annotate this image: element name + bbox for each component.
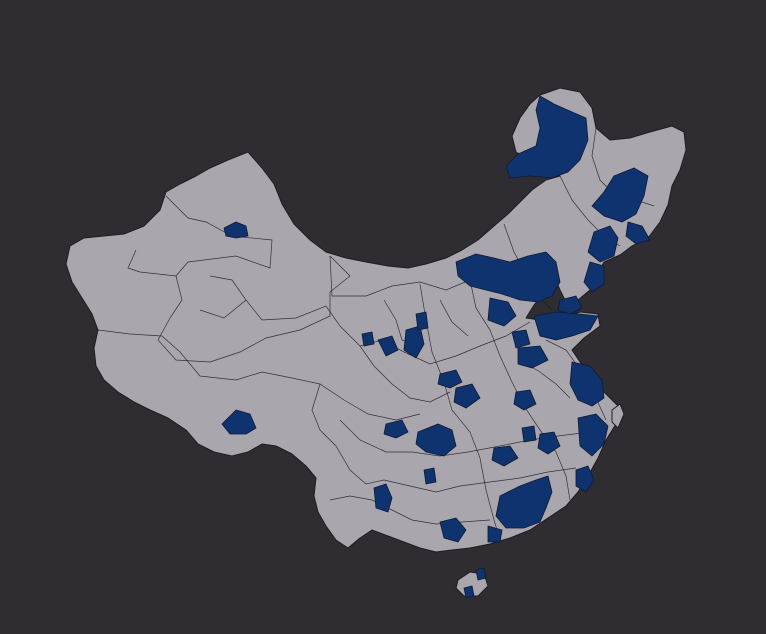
highlighted-regions	[221, 95, 651, 599]
highlight-gansu	[377, 335, 399, 357]
highlight-hong-kong	[475, 567, 487, 581]
highlight-henan	[517, 345, 549, 369]
highlight-hubei-2	[513, 389, 537, 411]
highlight-hainan	[463, 585, 475, 599]
highlight-liaoning	[557, 295, 583, 315]
highlight-zhejiang	[577, 413, 609, 457]
highlight-yunnan	[373, 483, 393, 513]
highlight-chongqing	[415, 423, 457, 457]
highlight-jiangxi	[537, 431, 561, 455]
highlight-hunan	[491, 445, 519, 467]
highlight-guangdong	[495, 475, 553, 529]
highlight-hunan-2	[521, 425, 537, 443]
highlight-hulunbuir	[505, 95, 589, 179]
highlight-sichuan	[383, 419, 409, 439]
highlight-shandong	[533, 311, 599, 341]
highlight-hebei	[487, 297, 517, 327]
highlight-jilin-2	[583, 261, 605, 293]
highlight-inner-mongolia	[455, 251, 561, 303]
taiwan-land	[611, 403, 625, 429]
highlight-shanxi	[415, 311, 429, 331]
highlight-shandong-2	[511, 329, 531, 349]
highlight-jiangsu	[569, 361, 605, 407]
highlight-shaanxi	[437, 369, 463, 389]
highlight-guizhou	[423, 467, 437, 485]
highlight-heilongjiang-2	[625, 221, 651, 245]
highlight-heilongjiang	[591, 167, 649, 223]
highlight-gansu-2	[361, 331, 375, 347]
highlight-hubei	[453, 383, 481, 409]
highlight-jilin	[587, 225, 619, 263]
highlight-guangdong-2	[487, 525, 503, 543]
highlight-tibet	[221, 409, 257, 435]
highlight-xinjiang	[223, 221, 249, 239]
highlight-fujian	[575, 465, 595, 493]
highlight-guangxi	[439, 517, 467, 543]
